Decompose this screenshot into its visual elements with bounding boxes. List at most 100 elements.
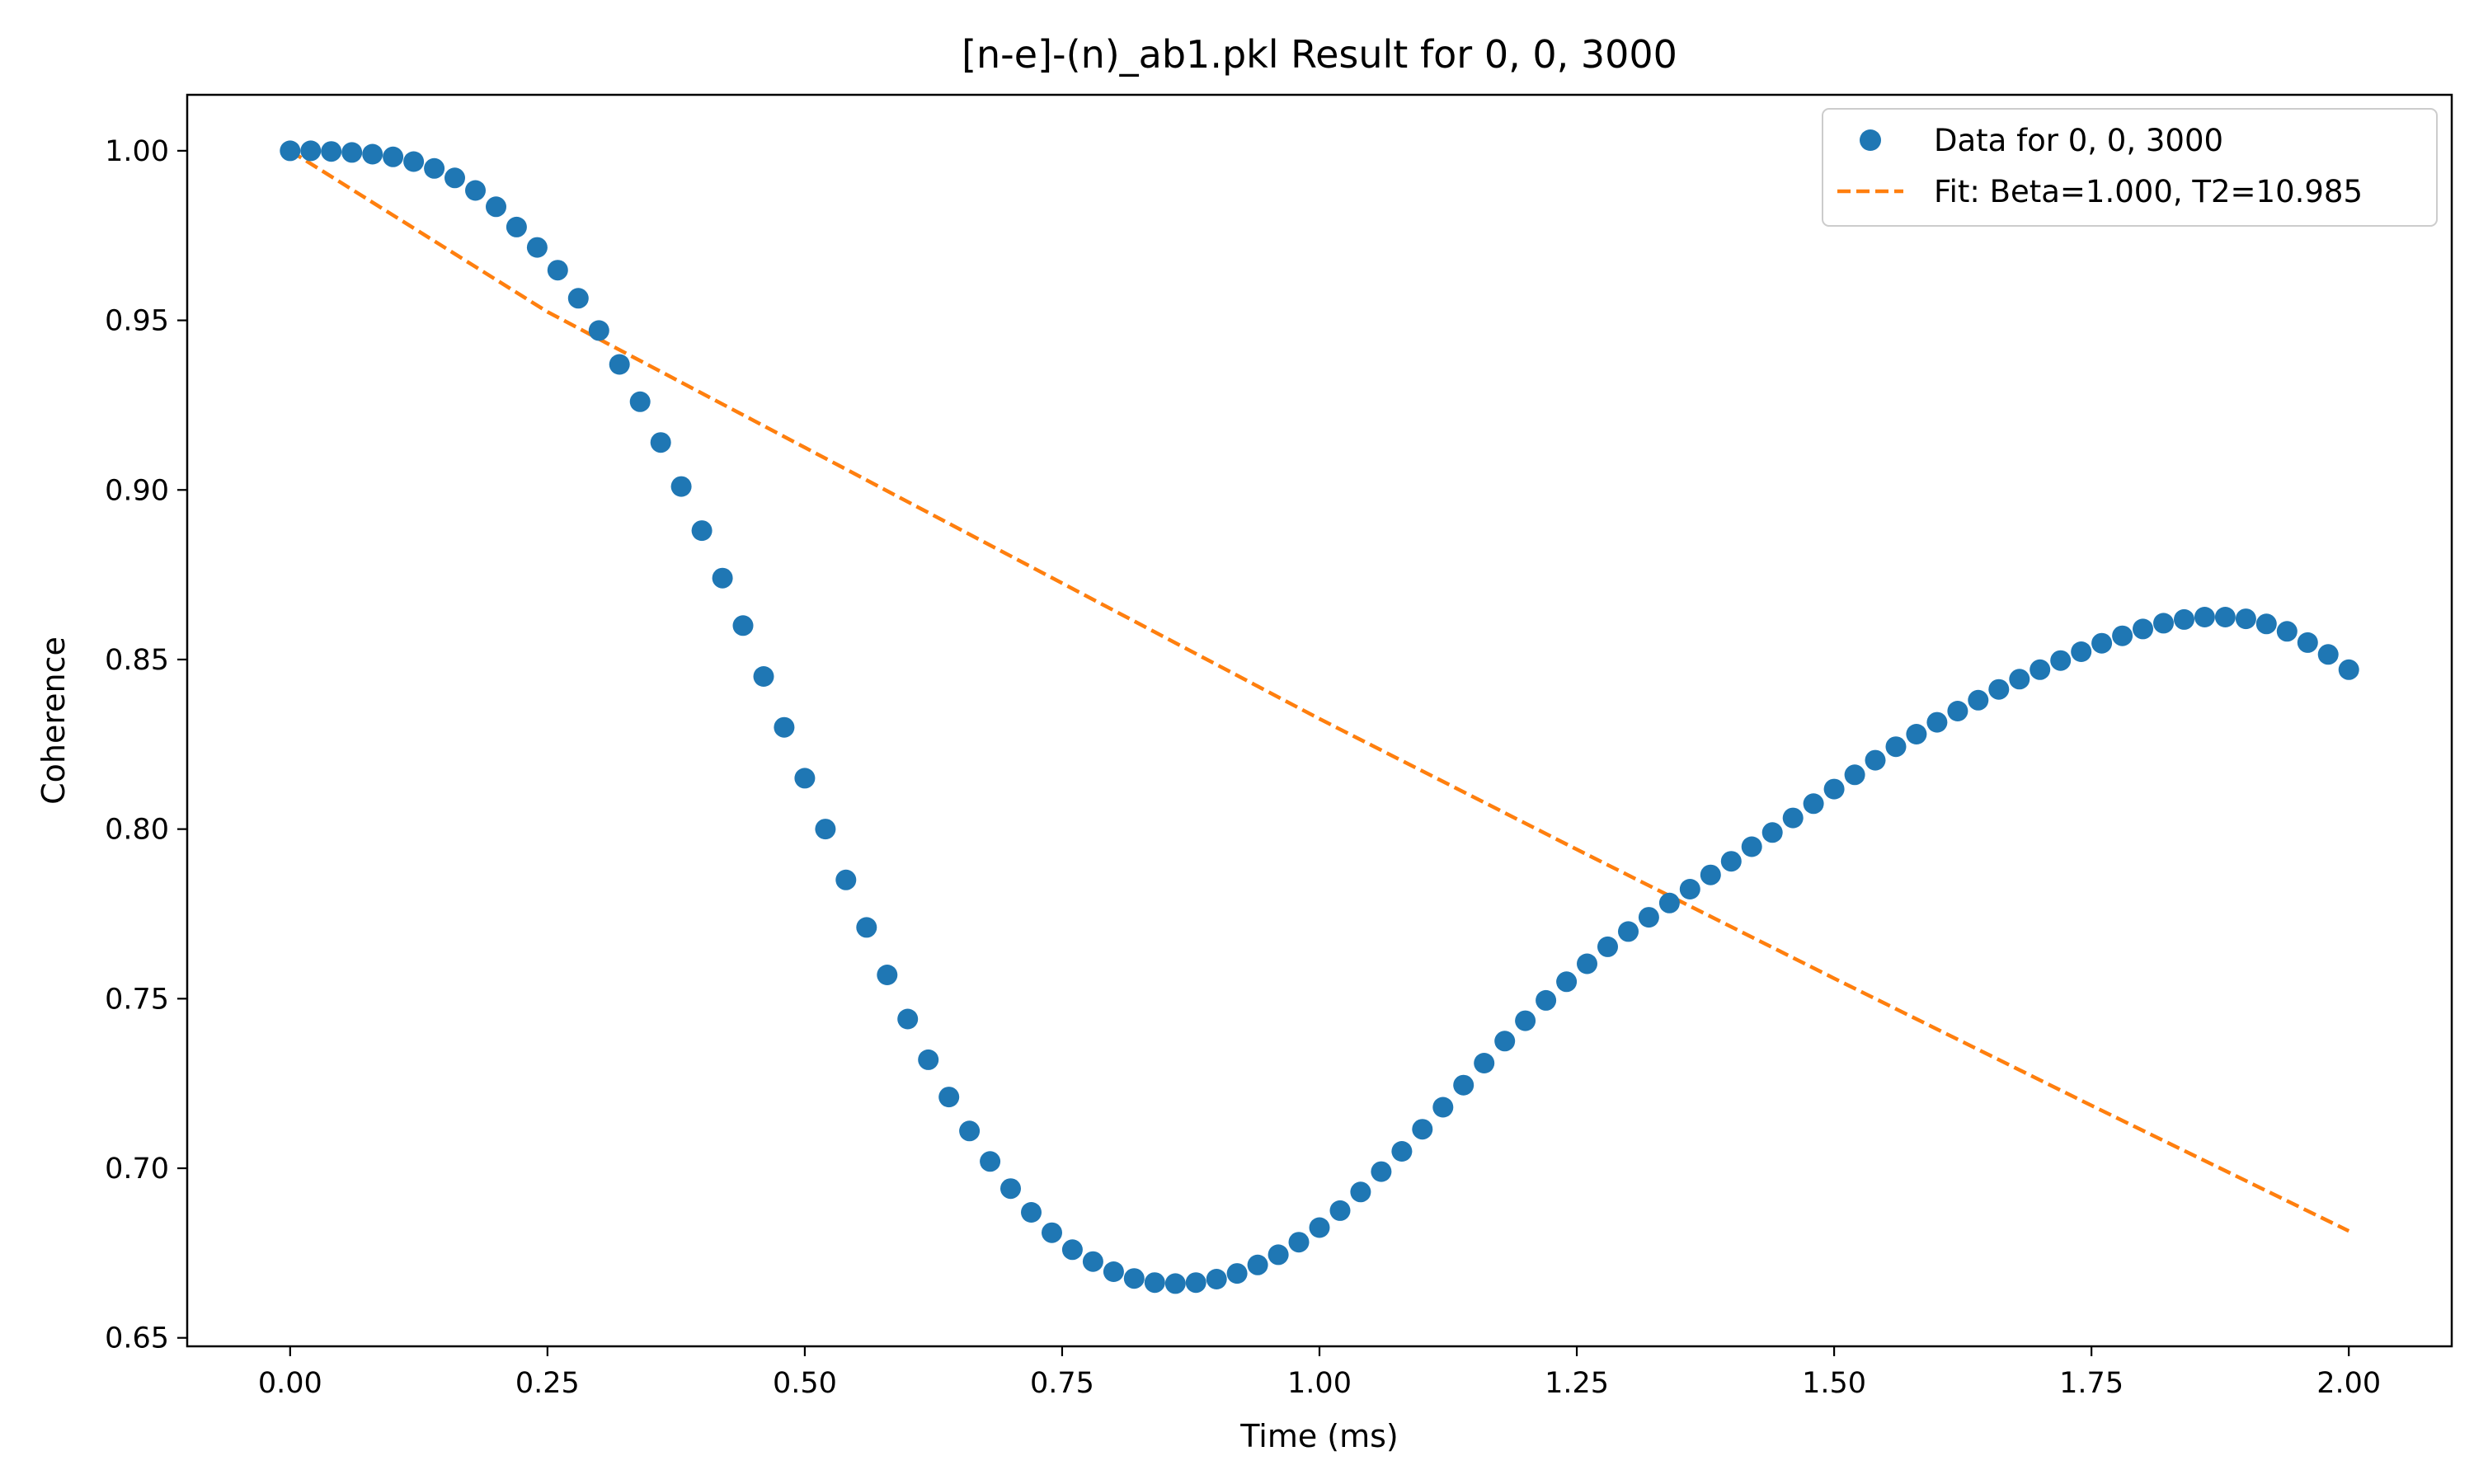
- x-axis-label: Time (ms): [1239, 1418, 1399, 1454]
- data-point: [774, 716, 795, 738]
- x-tick-label: 0.75: [1030, 1367, 1094, 1400]
- data-point: [1371, 1161, 1392, 1182]
- data-point: [1474, 1053, 1495, 1073]
- data-point: [1206, 1269, 1227, 1289]
- data-point: [2317, 644, 2339, 665]
- legend-label-data: Data for 0, 0, 3000: [1934, 123, 2223, 158]
- data-point: [629, 391, 651, 412]
- data-point: [980, 1151, 1001, 1172]
- data-point: [1391, 1141, 1413, 1162]
- data-point: [835, 869, 857, 890]
- x-tick-label: 1.50: [1802, 1367, 1866, 1400]
- data-point: [588, 320, 609, 341]
- data-point: [1926, 711, 1948, 733]
- data-point: [1309, 1217, 1330, 1238]
- data-point: [1494, 1031, 1516, 1052]
- legend: Data for 0, 0, 3000 Fit: Beta=1.000, T2=…: [1822, 108, 2438, 227]
- data-point: [465, 180, 486, 201]
- data-point: [794, 768, 816, 789]
- data-point: [2133, 618, 2153, 640]
- data-point: [1700, 864, 1721, 885]
- data-point: [1185, 1272, 1206, 1294]
- data-point: [1329, 1200, 1351, 1221]
- data-point: [506, 216, 527, 237]
- data-point: [1453, 1074, 1475, 1096]
- y-tick-label: 0.70: [105, 1153, 169, 1186]
- data-point: [1123, 1268, 1145, 1289]
- legend-marker-data: [1860, 129, 1881, 151]
- data-point: [1597, 936, 1618, 957]
- data-point: [403, 151, 425, 172]
- data-point: [959, 1120, 981, 1142]
- data-point: [444, 167, 465, 189]
- data-point: [1968, 689, 1989, 711]
- data-point: [670, 476, 692, 497]
- data-point: [1803, 793, 1824, 815]
- data-point: [1144, 1272, 1165, 1294]
- data-point: [1679, 879, 1700, 899]
- data-point: [2050, 650, 2072, 671]
- data-point: [1885, 736, 1907, 758]
- data-point: [341, 142, 363, 163]
- data-point: [753, 666, 774, 687]
- data-point: [280, 140, 301, 162]
- data-point: [567, 288, 589, 309]
- data-point: [1618, 921, 1639, 942]
- data-point: [526, 237, 548, 258]
- data-point: [1021, 1202, 1042, 1223]
- data-point: [609, 354, 630, 375]
- data-point: [2214, 607, 2236, 627]
- data-point: [712, 567, 733, 589]
- data-point: [2153, 613, 2174, 634]
- data-point: [2112, 625, 2133, 646]
- data-point: [2276, 621, 2298, 642]
- data-point: [815, 819, 836, 840]
- data-point: [1823, 778, 1845, 800]
- data-point: [877, 965, 898, 985]
- legend-frame: [1822, 108, 2438, 227]
- data-point: [2338, 659, 2359, 680]
- data-point: [321, 141, 342, 162]
- data-point: [691, 520, 713, 542]
- data-point: [362, 143, 383, 165]
- data-point: [1412, 1119, 1433, 1140]
- data-point: [897, 1008, 919, 1030]
- chart-title: [n-e]-(n)_ab1.pkl Result for 0, 0, 3000: [962, 32, 1677, 77]
- data-point: [547, 260, 568, 281]
- y-tick-label: 0.85: [105, 644, 169, 677]
- data-point: [1061, 1239, 1083, 1261]
- data-point: [1268, 1244, 1289, 1266]
- data-point: [2194, 607, 2215, 627]
- data-point: [1844, 764, 1865, 786]
- y-tick-label: 0.90: [105, 474, 169, 507]
- data-point: [1350, 1181, 1371, 1203]
- data-point: [1947, 701, 1968, 721]
- x-tick-label: 2.00: [2316, 1367, 2381, 1400]
- y-tick-label: 0.80: [105, 814, 169, 847]
- y-tick-label: 0.75: [105, 983, 169, 1016]
- y-axis-ticks: 0.65 0.70 0.75 0.80 0.85 0.90 0.95 1.00: [105, 135, 187, 1355]
- data-point: [856, 917, 877, 938]
- data-point: [2297, 632, 2318, 653]
- data-point: [1226, 1263, 1248, 1284]
- data-point: [2009, 669, 2030, 690]
- data-point: [1082, 1251, 1103, 1272]
- data-point: [2071, 641, 2092, 662]
- x-tick-label: 1.00: [1287, 1367, 1352, 1400]
- data-point: [300, 140, 322, 162]
- data-point: [1720, 851, 1742, 872]
- x-tick-label: 0.25: [515, 1367, 580, 1400]
- data-point: [2255, 613, 2277, 635]
- data-point: [486, 196, 506, 218]
- data-point: [1577, 953, 1597, 974]
- data-point: [1556, 971, 1578, 993]
- data-point: [1103, 1261, 1124, 1282]
- x-tick-label: 0.00: [258, 1367, 322, 1400]
- data-point: [1247, 1254, 1268, 1275]
- data-point: [1906, 724, 1927, 744]
- data-point: [1042, 1222, 1062, 1243]
- data-point: [1288, 1232, 1310, 1253]
- data-point: [2091, 632, 2113, 654]
